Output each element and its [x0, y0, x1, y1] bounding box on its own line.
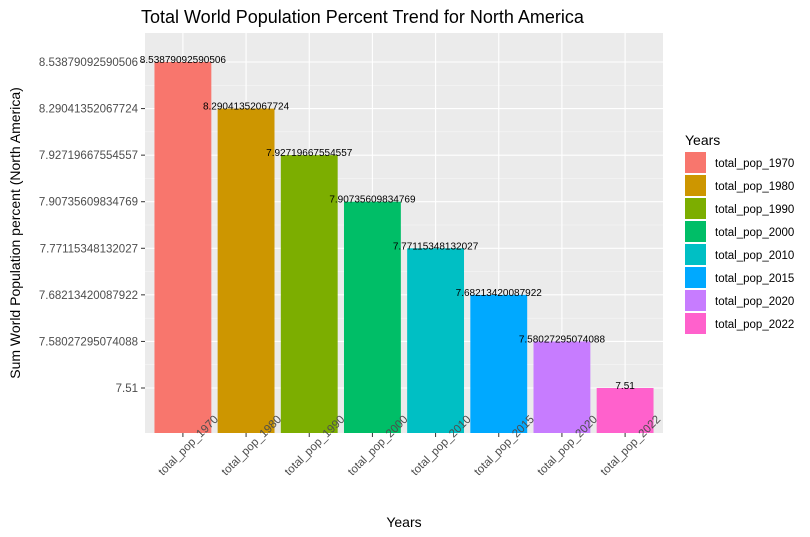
bar-total_pop_2000: [343, 201, 401, 433]
data-labels: 8.53879092590506 8.29041352067724 7.927196…: [140, 55, 635, 392]
data-label: 7.77115348132027: [393, 241, 479, 252]
legend-swatch: [685, 175, 706, 196]
legend-swatch: [685, 198, 706, 219]
data-label: 7.68213420087922: [456, 288, 543, 299]
legend-swatch: [685, 290, 706, 311]
bar-total_pop_2022: [596, 388, 654, 433]
legend-label: total_pop_1980: [715, 181, 794, 193]
bars: [154, 62, 654, 434]
y-axis-title: Sum World Population percent (North Amer…: [7, 87, 23, 379]
legend-label: total_pop_2020: [715, 296, 794, 308]
legend-label: total_pop_1970: [715, 158, 794, 170]
legend-label: total_pop_2022: [715, 319, 794, 331]
legend-title: Years: [685, 132, 720, 148]
y-tick-label: 7.92719667554557: [39, 150, 138, 162]
legend-label: total_pop_2000: [715, 227, 794, 239]
y-tick-label: 7.51: [116, 383, 138, 395]
data-label: 8.53879092590506: [140, 55, 227, 66]
legend-label: total_pop_2015: [715, 273, 794, 285]
y-axis: 7.51 7.58027295074088 7.68213420087922 7.77…: [39, 57, 145, 395]
bar-total_pop_2020: [533, 341, 591, 433]
data-label: 7.51: [615, 381, 635, 392]
y-tick-label: 8.53879092590506: [39, 57, 138, 69]
bar-total_pop_2015: [470, 294, 528, 433]
bar-total_pop_1980: [217, 108, 275, 434]
legend-swatch: [685, 221, 706, 242]
y-tick-label: 8.29041352067724: [39, 104, 139, 116]
data-label: 7.90735609834769: [329, 195, 416, 206]
chart-title: Total World Population Percent Trend for…: [141, 7, 585, 27]
bar-total_pop_1990: [280, 155, 338, 433]
bar-total_pop_1970: [154, 62, 212, 433]
legend: Years total_pop_1970 total_pop_1980 total_…: [685, 132, 794, 334]
legend-label: total_pop_2010: [715, 250, 794, 262]
data-label: 7.92719667554557: [266, 148, 353, 159]
y-tick-label: 7.90735609834769: [39, 197, 138, 209]
bar-total_pop_2010: [407, 248, 465, 433]
legend-swatch: [685, 267, 706, 288]
data-label: 7.58027295074088: [519, 334, 606, 345]
legend-swatch: [685, 152, 706, 173]
x-axis-title: Years: [386, 514, 421, 530]
y-tick-label: 7.58027295074088: [39, 336, 138, 348]
y-tick-label: 7.77115348132027: [40, 243, 138, 255]
legend-swatch: [685, 313, 706, 334]
legend-swatch: [685, 244, 706, 265]
data-label: 8.29041352067724: [203, 102, 290, 113]
legend-label: total_pop_1990: [715, 204, 794, 216]
y-tick-label: 7.68213420087922: [39, 290, 138, 302]
